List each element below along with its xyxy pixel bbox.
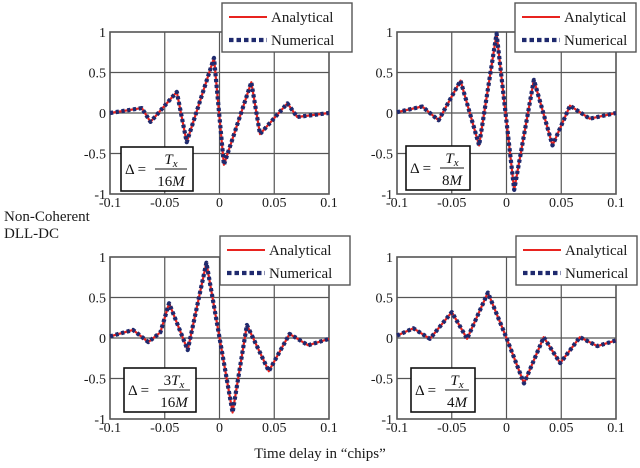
y-tick-label: 1 — [386, 26, 393, 41]
y-tick-label: 0 — [386, 107, 393, 122]
x-tick-label: 0.1 — [607, 421, 625, 436]
annotation-lhs: Δ = — [125, 162, 146, 178]
x-tick-label: -0.1 — [99, 196, 121, 211]
x-tick-label: -0.05 — [437, 421, 466, 436]
y-tick-label: -1 — [381, 188, 393, 203]
legend-label-analytical: Analytical — [564, 10, 626, 26]
legend-box — [514, 2, 637, 53]
y-tick-label: -1 — [94, 413, 106, 428]
x-tick-label: -0.05 — [150, 196, 179, 211]
legend-label-numerical: Numerical — [269, 266, 332, 282]
x-axis-label: Time delay in “chips” — [254, 446, 386, 462]
annotation-lhs: Δ = — [128, 383, 149, 399]
legend-label-numerical: Numerical — [564, 33, 627, 49]
plot-frame — [396, 256, 617, 420]
x-tick-label: 0.1 — [320, 196, 338, 211]
x-tick-label: 0 — [503, 196, 510, 211]
y-axis-side-label: Non-Coherent DLL-DC — [4, 209, 90, 243]
legend-label-numerical: Numerical — [271, 33, 334, 49]
annotation-numerator: Tx — [450, 373, 463, 391]
chart-panel-bottom-left: -0.1 -0.05 0 0.05 0.1 1 0.5 0 -0.5 -1 Δ = 3Tx 16M Ana… — [84, 235, 351, 436]
y-tick-label: -0.5 — [84, 373, 106, 388]
legend-box — [219, 235, 351, 286]
delta-annotation: Δ = Tx 8M — [405, 145, 471, 191]
legend-label-analytical: Analytical — [269, 243, 331, 259]
y-tick-label: 1 — [386, 251, 393, 266]
legend: Analytical Numerical — [515, 235, 638, 286]
y-tick-label: 0 — [99, 332, 106, 347]
delta-annotation: Δ = Tx 4M — [410, 367, 476, 413]
y-tick-label: 0 — [386, 332, 393, 347]
annotation-lhs: Δ = — [415, 383, 436, 399]
x-tick-label: 0 — [216, 421, 223, 436]
annotation-numerator: Tx — [445, 151, 458, 169]
y-tick-label: 0.5 — [89, 67, 107, 82]
delta-annotation: Δ = 3Tx 16M — [123, 367, 197, 413]
y-tick-label: 1 — [99, 251, 106, 266]
y-tick-label: -0.5 — [371, 148, 393, 163]
chart-panel-top-left: -0.1 -0.05 0 0.05 0.1 1 0.5 0 -0.5 -1 Δ = Tx 16M Anal… — [84, 2, 353, 211]
y-tick-label: 0.5 — [89, 292, 107, 307]
chart-panel-bottom-right: -0.1 -0.05 0 0.05 0.1 1 0.5 0 -0.5 -1 Δ = Tx 4M Analy… — [371, 235, 638, 436]
x-tick-label: 0.05 — [262, 421, 287, 436]
x-tick-label: -0.05 — [437, 196, 466, 211]
annotation-numerator: Tx — [164, 152, 177, 170]
x-tick-label: 0.05 — [262, 196, 287, 211]
x-tick-label: -0.05 — [150, 421, 179, 436]
x-tick-label: -0.1 — [386, 421, 408, 436]
annotation-denominator: 16M — [157, 174, 186, 190]
y-tick-label: 1 — [99, 26, 106, 41]
x-tick-label: 0 — [503, 421, 510, 436]
x-tick-label: 0.05 — [549, 421, 574, 436]
y-tick-label: 0 — [99, 107, 106, 122]
delta-annotation: Δ = Tx 16M — [120, 146, 194, 192]
x-tick-label: 0 — [216, 196, 223, 211]
y-tick-label: 0.5 — [376, 292, 394, 307]
legend-box — [515, 235, 638, 286]
annotation-numerator: 3Tx — [164, 373, 185, 391]
x-tick-label: 0.1 — [320, 421, 338, 436]
legend-label-analytical: Analytical — [565, 243, 627, 259]
series-numerical-line — [109, 260, 330, 415]
side-label-line2: DLL-DC — [4, 226, 59, 242]
x-tick-label: 0.05 — [549, 196, 574, 211]
annotation-denominator: 4M — [447, 395, 469, 411]
annotation-denominator: 8M — [442, 173, 464, 189]
legend: Analytical Numerical — [514, 2, 637, 53]
legend-label-numerical: Numerical — [565, 266, 628, 282]
y-tick-label: -1 — [381, 413, 393, 428]
series-numerical-line — [396, 31, 617, 192]
chart-panel-top-right: -0.1 -0.05 0 0.05 0.1 1 0.5 0 -0.5 -1 Δ = Tx 8M Analy… — [371, 2, 637, 211]
y-tick-label: -1 — [94, 188, 106, 203]
x-tick-label: 0.1 — [607, 196, 625, 211]
series-numerical-line — [109, 55, 330, 167]
legend: Analytical Numerical — [221, 2, 353, 53]
x-tick-label: -0.1 — [99, 421, 121, 436]
side-label-line1: Non-Coherent — [4, 209, 90, 225]
y-tick-label: 0.5 — [376, 67, 394, 82]
series-numerical-line — [396, 290, 617, 386]
y-tick-label: -0.5 — [371, 373, 393, 388]
legend: Analytical Numerical — [219, 235, 351, 286]
x-tick-label: -0.1 — [386, 196, 408, 211]
annotation-lhs: Δ = — [410, 161, 431, 177]
legend-box — [221, 2, 353, 53]
legend-label-analytical: Analytical — [271, 10, 333, 26]
y-tick-label: -0.5 — [84, 148, 106, 163]
annotation-denominator: 16M — [160, 395, 189, 411]
